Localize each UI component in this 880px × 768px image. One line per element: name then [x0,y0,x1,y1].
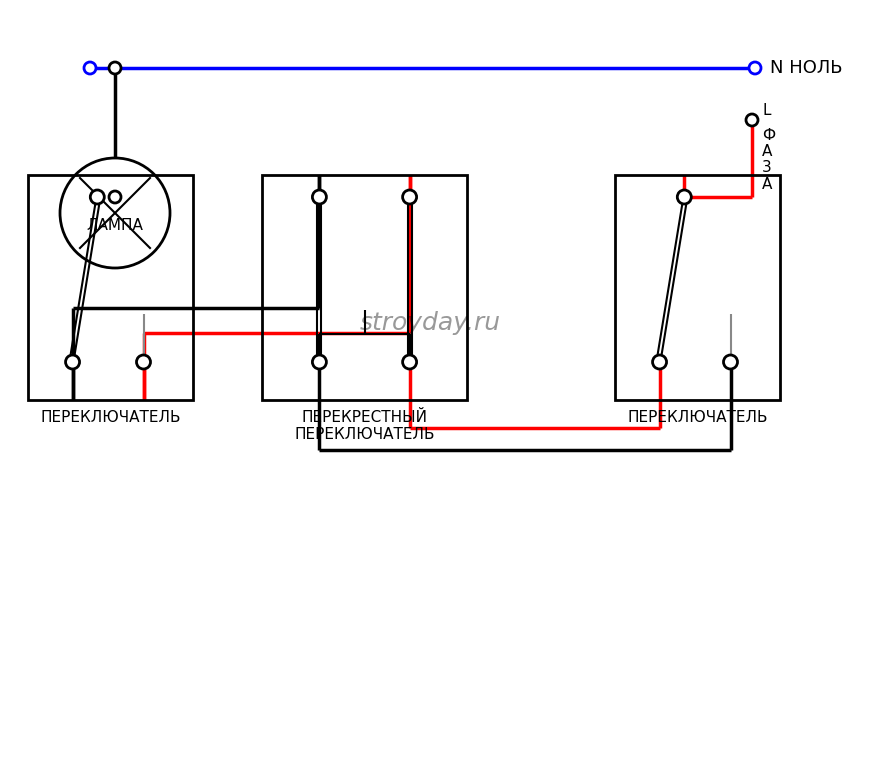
Circle shape [60,158,170,268]
Circle shape [312,190,326,204]
Circle shape [749,62,761,74]
Circle shape [84,62,96,74]
Text: N НОЛЬ: N НОЛЬ [770,59,842,77]
Text: ПЕРЕКРЕСТНЫЙ
ПЕРЕКЛЮЧАТЕЛЬ: ПЕРЕКРЕСТНЫЙ ПЕРЕКЛЮЧАТЕЛЬ [294,410,435,442]
Circle shape [653,355,666,369]
Circle shape [109,191,121,203]
Circle shape [312,355,326,369]
Text: Ф
А
3
А: Ф А 3 А [762,128,775,191]
Bar [262,175,467,400]
Text: ЛАМПА: ЛАМПА [86,219,143,233]
Text: L: L [762,103,771,118]
Text: ПЕРЕКЛЮЧАТЕЛЬ: ПЕРЕКЛЮЧАТЕЛЬ [40,410,180,425]
Circle shape [65,355,79,369]
Circle shape [723,355,737,369]
Circle shape [403,190,416,204]
Bar [615,175,780,400]
Circle shape [678,190,692,204]
Circle shape [746,114,758,126]
Circle shape [91,190,105,204]
Bar [28,175,193,400]
Text: ПЕРЕКЛЮЧАТЕЛЬ: ПЕРЕКЛЮЧАТЕЛЬ [627,410,767,425]
Circle shape [136,355,150,369]
Text: stroyday.ru: stroyday.ru [359,311,501,335]
Circle shape [109,62,121,74]
Circle shape [403,355,416,369]
